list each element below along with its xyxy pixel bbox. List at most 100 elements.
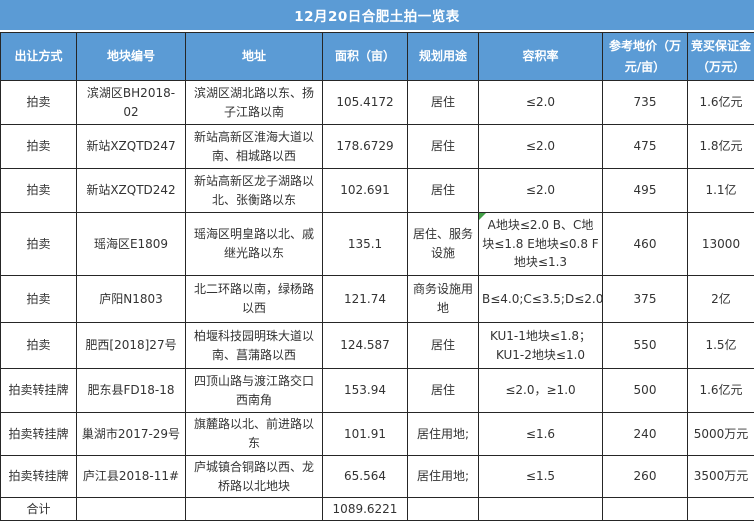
cell[interactable]: 拍卖转挂牌 [1, 413, 77, 456]
cell[interactable]: ≤2.0 [479, 81, 603, 125]
cell[interactable]: 65.564 [323, 456, 408, 498]
cell[interactable]: 5000万元 [688, 413, 754, 456]
col-header-plot-number[interactable]: 地块编号 [77, 33, 186, 81]
cell[interactable]: 居住 [408, 323, 479, 369]
cell[interactable]: 旗麓路以北、前进路以东 [186, 413, 323, 456]
cell[interactable] [186, 498, 323, 521]
cell[interactable]: 柏堰科技园明珠大道以南、菖蒲路以西 [186, 323, 323, 369]
cell[interactable]: 北二环路以南，绿杨路以西 [186, 276, 323, 323]
cell[interactable]: 拍卖 [1, 276, 77, 323]
cell[interactable]: 550 [603, 323, 688, 369]
header-row: 出让方式 地块编号 地址 面积（亩） 规划用途 容积率 参考地价（万元/亩） 竞… [1, 33, 754, 81]
cell[interactable] [603, 498, 688, 521]
cell[interactable]: 102.691 [323, 169, 408, 213]
cell[interactable]: 105.4172 [323, 81, 408, 125]
cell[interactable]: 滨湖区湖北路以东、扬子江路以南 [186, 81, 323, 125]
total-row: 合计 1089.6221 [1, 498, 754, 521]
cell[interactable]: 1.8亿元 [688, 125, 754, 169]
cell[interactable]: 新站XZQTD242 [77, 169, 186, 213]
cell[interactable]: 居住 [408, 81, 479, 125]
cell[interactable]: 拍卖 [1, 323, 77, 369]
table-title: 12月20日合肥土拍一览表 [0, 0, 754, 30]
cell[interactable]: 庐城镇合铜路以西、龙桥路以北地块 [186, 456, 323, 498]
cell[interactable]: 475 [603, 125, 688, 169]
col-header-area[interactable]: 面积（亩） [323, 33, 408, 81]
cell[interactable]: 肥西[2018]27号 [77, 323, 186, 369]
col-header-address[interactable]: 地址 [186, 33, 323, 81]
land-auction-table: 出让方式 地块编号 地址 面积（亩） 规划用途 容积率 参考地价（万元/亩） 竞… [0, 32, 754, 521]
cell[interactable] [479, 498, 603, 521]
cell[interactable]: 240 [603, 413, 688, 456]
cell[interactable]: 495 [603, 169, 688, 213]
cell[interactable]: ≤1.6 [479, 413, 603, 456]
cell[interactable] [408, 498, 479, 521]
cell[interactable]: 260 [603, 456, 688, 498]
cell[interactable]: 瑶海区E1809 [77, 213, 186, 276]
cell[interactable]: 居住 [408, 369, 479, 413]
cell[interactable]: 商务设施用地 [408, 276, 479, 323]
cell[interactable]: 新站高新区龙子湖路以北、张衡路以东 [186, 169, 323, 213]
cell[interactable]: ≤2.0，≥1.0 [479, 369, 603, 413]
total-label[interactable]: 合计 [1, 498, 77, 521]
cell[interactable]: 2亿 [688, 276, 754, 323]
col-header-plot-ratio[interactable]: 容积率 [479, 33, 603, 81]
col-header-bid-deposit[interactable]: 竞买保证金（万元） [688, 33, 754, 81]
cell[interactable]: 121.74 [323, 276, 408, 323]
comment-flag-icon [479, 213, 486, 220]
cell[interactable]: 1.5亿 [688, 323, 754, 369]
cell[interactable] [77, 498, 186, 521]
cell[interactable]: 124.587 [323, 323, 408, 369]
cell[interactable]: 101.91 [323, 413, 408, 456]
cell[interactable]: 居住用地; [408, 456, 479, 498]
cell[interactable] [688, 498, 754, 521]
cell[interactable]: B≤4.0;C≤3.5;D≤2.0 [479, 276, 603, 323]
cell[interactable]: 新站高新区淮海大道以南、相城路以西 [186, 125, 323, 169]
cell[interactable]: 新站XZQTD247 [77, 125, 186, 169]
total-area-value[interactable]: 1089.6221 [323, 498, 408, 521]
cell[interactable]: 拍卖 [1, 125, 77, 169]
cell[interactable]: 拍卖 [1, 81, 77, 125]
cell[interactable]: 居住 [408, 169, 479, 213]
cell[interactable]: 居住、服务设施 [408, 213, 479, 276]
cell[interactable]: 瑶海区明皇路以北、戚继光路以东 [186, 213, 323, 276]
cell[interactable]: 178.6729 [323, 125, 408, 169]
cell[interactable]: 1.6亿元 [688, 81, 754, 125]
cell[interactable]: 13000 [688, 213, 754, 276]
cell[interactable]: 1.6亿元 [688, 369, 754, 413]
col-header-planned-use[interactable]: 规划用途 [408, 33, 479, 81]
cell[interactable]: 居住用地; [408, 413, 479, 456]
cell[interactable]: 1.1亿 [688, 169, 754, 213]
cell[interactable]: 居住 [408, 125, 479, 169]
cell[interactable]: KU1-1地块≤1.8；KU1-2地块≤1.0 [479, 323, 603, 369]
cell[interactable]: 500 [603, 369, 688, 413]
cell[interactable]: 拍卖 [1, 169, 77, 213]
cell[interactable]: 375 [603, 276, 688, 323]
cell[interactable]: 拍卖转挂牌 [1, 369, 77, 413]
cell[interactable]: 庐江县2018-11# [77, 456, 186, 498]
cell[interactable]: 拍卖 [1, 213, 77, 276]
cell[interactable]: ≤2.0 [479, 169, 603, 213]
col-header-reference-price[interactable]: 参考地价（万元/亩） [603, 33, 688, 81]
cell[interactable]: 滨湖区BH2018-02 [77, 81, 186, 125]
cell[interactable]: ≤1.5 [479, 456, 603, 498]
cell[interactable]: ≤2.0 [479, 125, 603, 169]
cell[interactable]: 拍卖转挂牌 [1, 456, 77, 498]
cell[interactable]: 460 [603, 213, 688, 276]
cell[interactable]: 巢湖市2017-29号 [77, 413, 186, 456]
col-header-transfer-method[interactable]: 出让方式 [1, 33, 77, 81]
cell[interactable]: 153.94 [323, 369, 408, 413]
cell[interactable]: 135.1 [323, 213, 408, 276]
cell[interactable]: 四顶山路与渡江路交口西南角 [186, 369, 323, 413]
cell[interactable]: 庐阳N1803 [77, 276, 186, 323]
cell[interactable]: 3500万元 [688, 456, 754, 498]
cell[interactable]: A地块≤2.0 B、C地块≤1.8 E地块≤0.8 F地块≤1.3 [479, 213, 603, 276]
cell[interactable]: 735 [603, 81, 688, 125]
cell[interactable]: 肥东县FD18-18 [77, 369, 186, 413]
